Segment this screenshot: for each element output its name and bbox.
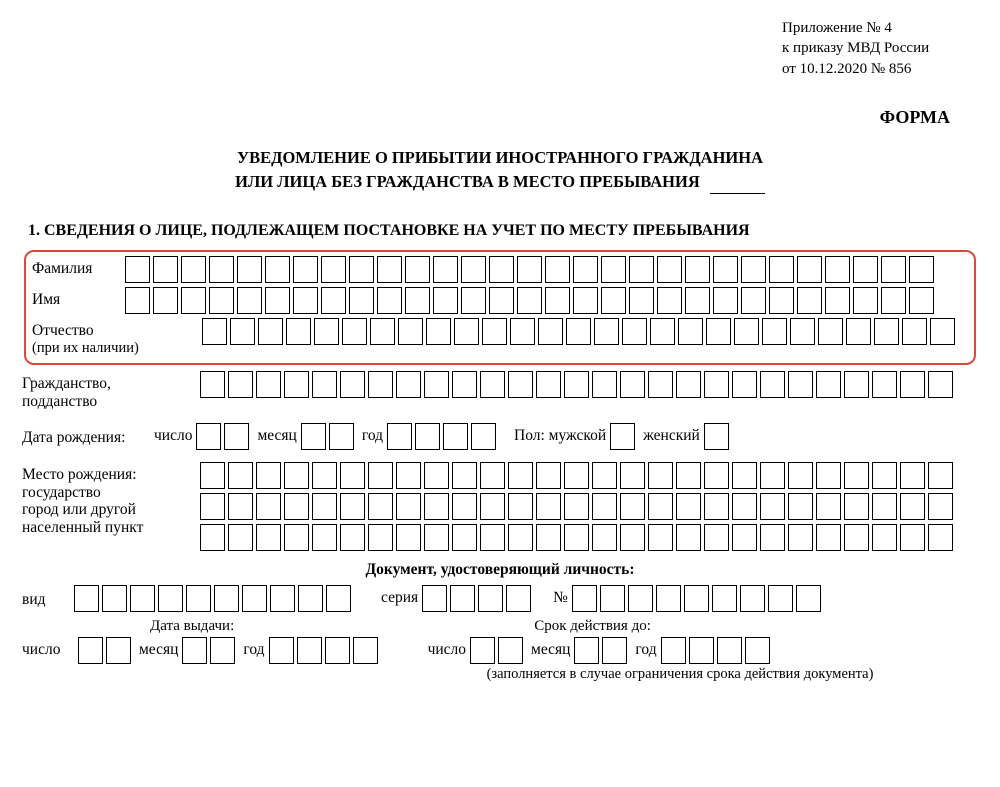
cells-dob-year[interactable] <box>387 423 496 450</box>
cells-doc-type[interactable] <box>74 585 351 612</box>
label-sex-female: женский <box>643 427 700 445</box>
label-surname: Фамилия <box>32 256 125 278</box>
cells-doc-no[interactable] <box>572 585 821 612</box>
label-dob-month: месяц <box>257 427 296 445</box>
header-order: к приказу МВД России <box>782 38 978 58</box>
section-1-title: 1. СВЕДЕНИЯ О ЛИЦЕ, ПОДЛЕЖАЩЕМ ПОСТАНОВК… <box>28 222 978 240</box>
cells-name[interactable] <box>125 287 934 314</box>
label-birthplace: Место рождения: государство город или др… <box>22 462 200 537</box>
label-dob-year: год <box>362 427 383 445</box>
label-valid-until: Срок действия до: <box>534 618 651 635</box>
cells-valid-year[interactable] <box>661 637 770 664</box>
cells-patronymic[interactable] <box>202 318 955 345</box>
label-patronymic: Отчество (при их наличии) <box>32 318 202 358</box>
label-valid-year: год <box>635 641 656 659</box>
cell-sex-male[interactable] <box>610 423 635 450</box>
label-issue-year: год <box>243 641 264 659</box>
cells-issue-year[interactable] <box>269 637 378 664</box>
label-doc-type: вид <box>22 587 74 609</box>
cells-dob-day[interactable] <box>196 423 249 450</box>
row-name: Имя <box>32 287 968 314</box>
label-doc-series: серия <box>381 589 418 607</box>
label-issue-month: месяц <box>139 641 178 659</box>
birthplace-rows <box>200 462 953 551</box>
label-dob: Дата рождения: <box>22 425 154 447</box>
row-dates: число месяц год число месяц год <box>22 637 978 664</box>
main-title: УВЕДОМЛЕНИЕ О ПРИБЫТИИ ИНОСТРАННОГО ГРАЖ… <box>22 146 978 194</box>
row-patronymic: Отчество (при их наличии) <box>32 318 968 358</box>
row-id-doc: вид серия № <box>22 585 978 612</box>
cells-birthplace-2[interactable] <box>200 493 953 520</box>
label-valid-month: месяц <box>531 641 570 659</box>
row-birthplace: Место рождения: государство город или др… <box>22 462 978 551</box>
row-dob: Дата рождения: число месяц год Пол: мужс… <box>22 423 978 450</box>
label-issue-day: число <box>22 641 74 659</box>
cells-doc-series[interactable] <box>422 585 531 612</box>
row-surname: Фамилия <box>32 256 968 283</box>
label-sex-male: Пол: мужской <box>514 427 606 445</box>
cells-valid-day[interactable] <box>470 637 523 664</box>
cell-sex-female[interactable] <box>704 423 729 450</box>
title-line2: ИЛИ ЛИЦА БЕЗ ГРАЖДАНСТВА В МЕСТО ПРЕБЫВА… <box>235 172 700 191</box>
form-label: ФОРМА <box>22 107 950 128</box>
label-issue-date: Дата выдачи: <box>150 618 234 635</box>
cells-citizenship[interactable] <box>200 371 953 398</box>
cells-issue-day[interactable] <box>78 637 131 664</box>
header-appendix: Приложение № 4 <box>782 18 978 38</box>
sublabel-patronymic: (при их наличии) <box>32 340 139 356</box>
name-highlight-box: Фамилия Имя Отчество (при их наличии) <box>24 250 976 366</box>
cells-valid-month[interactable] <box>574 637 627 664</box>
header-date-no: от 10.12.2020 № 856 <box>782 59 978 79</box>
cells-issue-month[interactable] <box>182 637 235 664</box>
footnote-validity: (заполняется в случае ограничения срока … <box>382 666 978 683</box>
title-underline <box>710 193 765 194</box>
title-line1: УВЕДОМЛЕНИЕ О ПРИБЫТИИ ИНОСТРАННОГО ГРАЖ… <box>237 148 763 167</box>
sublabel-citizenship: подданство <box>22 393 97 410</box>
cells-birthplace-1[interactable] <box>200 462 953 489</box>
label-name: Имя <box>32 287 125 309</box>
cells-birthplace-3[interactable] <box>200 524 953 551</box>
label-dob-day: число <box>154 427 192 445</box>
cells-surname[interactable] <box>125 256 934 283</box>
cells-dob-month[interactable] <box>301 423 354 450</box>
id-doc-title: Документ, удостоверяющий личность: <box>22 561 978 579</box>
date-headers: Дата выдачи: Срок действия до: <box>22 618 978 637</box>
label-doc-no: № <box>553 589 568 607</box>
row-citizenship: Гражданство, подданство <box>22 371 978 411</box>
label-valid-day: число <box>428 641 466 659</box>
header-block: Приложение № 4 к приказу МВД России от 1… <box>782 18 978 79</box>
label-citizenship: Гражданство, подданство <box>22 371 200 411</box>
